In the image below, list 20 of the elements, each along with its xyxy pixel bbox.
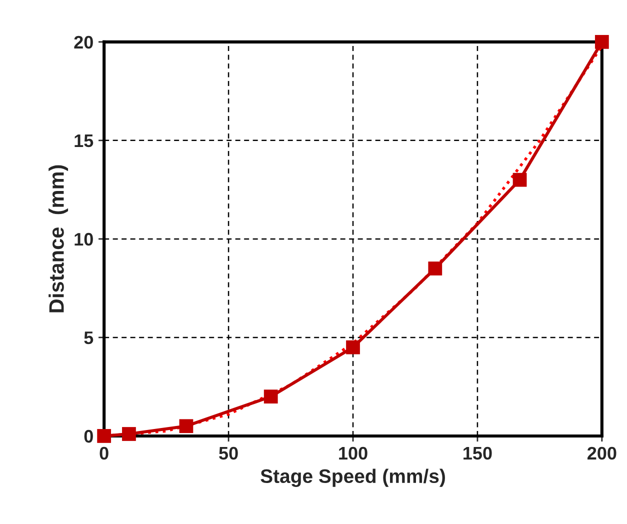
y-tick-label: 15 bbox=[74, 134, 94, 148]
y-axis-title: Distance (mm) bbox=[48, 165, 68, 312]
point bbox=[264, 390, 278, 404]
x-tick-label: 50 bbox=[219, 446, 238, 460]
point bbox=[512, 172, 527, 187]
point bbox=[346, 340, 360, 354]
point bbox=[179, 419, 194, 434]
y-tick-label: 10 bbox=[74, 232, 93, 246]
point bbox=[122, 427, 136, 441]
x-tick-label: 100 bbox=[339, 446, 368, 460]
point bbox=[594, 34, 609, 49]
x-tick-label: 0 bbox=[100, 446, 108, 460]
y-tick-label: 0 bbox=[84, 430, 93, 443]
point bbox=[97, 429, 112, 443]
y-tick-label: 20 bbox=[74, 36, 93, 49]
x-tick-label: 150 bbox=[464, 446, 492, 460]
x-axis-title: Stage Speed (mm/s) bbox=[260, 468, 445, 487]
y-tick-label: 5 bbox=[84, 332, 94, 344]
x-tick-label: 200 bbox=[587, 446, 616, 460]
point bbox=[428, 262, 442, 276]
